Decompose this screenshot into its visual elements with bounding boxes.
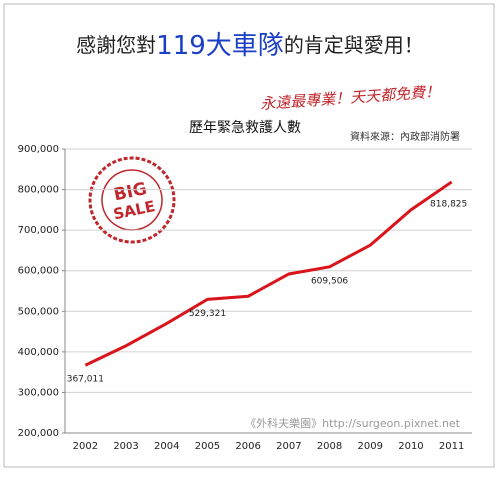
stamp-ring [101,169,163,231]
header-text: 感謝您對 [76,33,156,57]
source: 資料來源：內政部消防署 [350,130,460,143]
y-tick-label: 900,000 [18,144,59,155]
x-tick-label: 2006 [235,441,260,452]
y-tick-label: 200,000 [18,428,59,439]
watermark: 《外科夫樂園》http://surgeon.pixnet.net [245,416,461,430]
y-tick-label: 500,000 [18,306,59,317]
y-tick-label: 800,000 [18,185,59,196]
y-tick-label: 700,000 [18,225,59,236]
x-tick-label: 2004 [154,441,179,452]
x-tick-label: 2011 [439,441,464,452]
header-highlight: 119大車隊 [156,31,284,61]
x-tick-label: 2002 [73,441,98,452]
x-tick-label: 2009 [358,441,383,452]
x-tick-label: 2010 [398,441,423,452]
y-tick-label: 400,000 [18,347,59,358]
x-tick-label: 2003 [113,441,138,452]
x-tick-label: 2005 [195,441,220,452]
header-text: 的肯定與愛用！ [284,33,424,57]
stamp: BIG SALE [88,156,176,244]
line [84,180,453,367]
x-tick-label: 2008 [317,441,342,452]
data-label: 367,011 [67,375,104,385]
chart-title: 歷年緊急救護人數 [189,120,301,136]
y-tick-label: 300,000 [18,387,59,398]
data-label: 818,825 [430,199,467,209]
data-label: 609,506 [311,276,348,286]
x-tick-label: 2007 [276,441,301,452]
y-tick-label: 600,000 [18,266,59,277]
frame [3,3,495,468]
data-label: 529,321 [189,309,226,319]
header: 感謝您對119大車隊的肯定與愛用！ [76,31,424,61]
stamp-ring [88,156,176,244]
